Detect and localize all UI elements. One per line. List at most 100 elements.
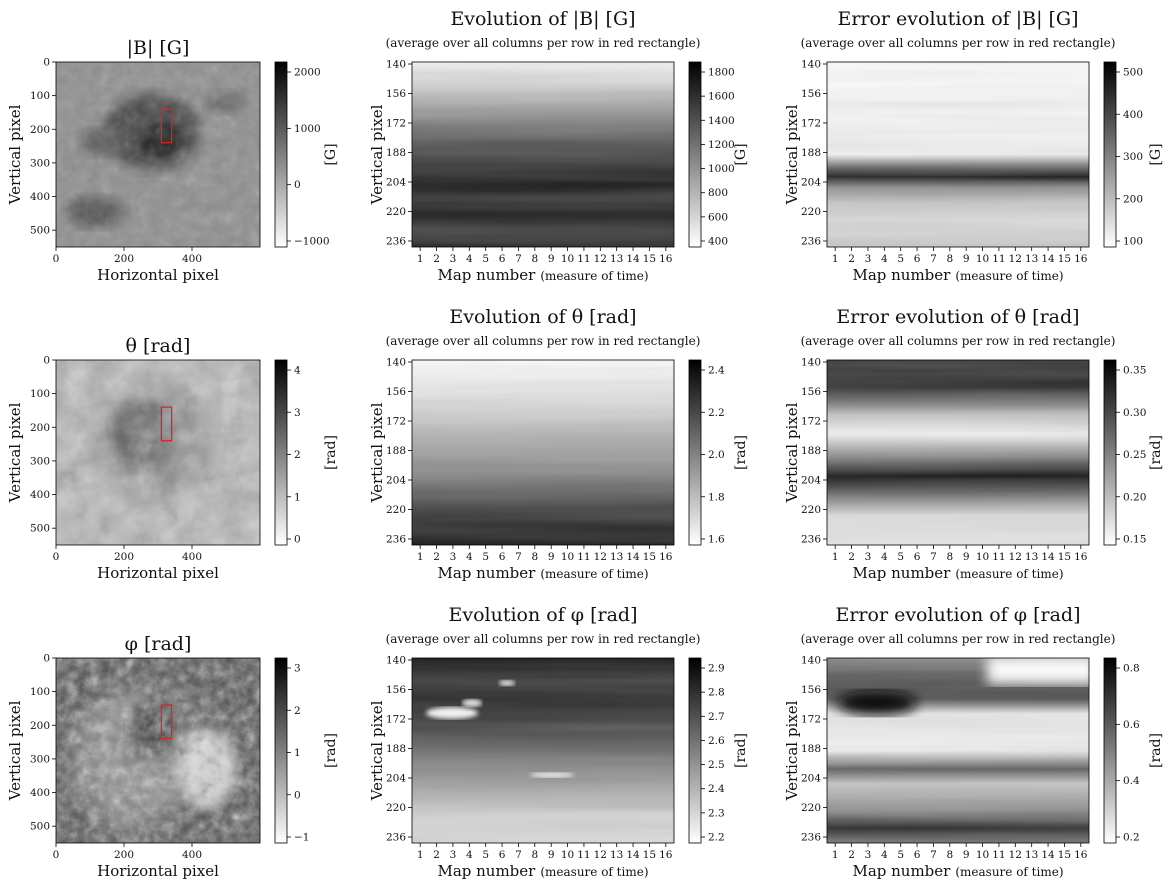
- x-tick-label: 9: [548, 849, 555, 861]
- y-tick-label: 140: [801, 59, 821, 71]
- x-axis-label-suffix: (measure of time): [540, 865, 648, 879]
- x-tick-label: 12: [1009, 253, 1022, 265]
- colorbar-tick-label: 200: [1123, 193, 1143, 205]
- colorbar-gradient: [688, 61, 702, 248]
- x-tick-label: 5: [482, 551, 489, 563]
- colorbar-gradient: [688, 359, 702, 546]
- colorbar: 3 2 1 0 −1 [rad]: [274, 657, 339, 844]
- x-tick-label: 0: [53, 253, 60, 265]
- x-tick-label: 12: [1009, 551, 1022, 563]
- x-axis-label-suffix: (measure of time): [955, 269, 1063, 283]
- y-tick-label: 156: [386, 386, 406, 398]
- x-tick-label: 2: [848, 253, 855, 265]
- colorbar-gradient: [274, 359, 288, 546]
- x-axis-label: Map number (measure of time): [437, 266, 648, 284]
- y-tick-label: 204: [386, 177, 406, 189]
- y-tick-label: 156: [386, 88, 406, 100]
- y-tick-label: 220: [386, 206, 406, 218]
- colorbar-tick-label: 1000: [294, 123, 321, 135]
- y-tick-label: 204: [801, 773, 821, 785]
- x-axis-label-main: Horizontal pixel: [97, 862, 219, 880]
- colorbar-tick-label: 0: [294, 789, 301, 801]
- y-tick-label: 0: [43, 57, 50, 69]
- y-tick-label: 172: [386, 416, 406, 428]
- y-tick-label: 188: [801, 445, 821, 457]
- x-tick-label: 12: [594, 551, 607, 563]
- x-axis-label-suffix: (measure of time): [540, 567, 648, 581]
- colorbar: 0.8 0.6 0.4 0.2 [rad]: [1103, 657, 1164, 844]
- y-tick-label: 300: [30, 753, 50, 765]
- x-axis-label-main: Map number: [852, 266, 951, 284]
- colorbar-tick-label: 2.7: [708, 711, 725, 723]
- x-tick-label: 13: [610, 253, 623, 265]
- x-tick-label: 2: [433, 253, 440, 265]
- x-tick-label: 16: [659, 551, 673, 563]
- x-tick-label: 15: [643, 849, 656, 861]
- y-tick-label: 100: [30, 388, 50, 400]
- plot-frame: [55, 657, 261, 844]
- colorbar: 2000 1000 0 −1000 [G]: [274, 61, 339, 248]
- x-axis-label: Map number (measure of time): [437, 564, 648, 582]
- colorbar-tick-label: 1800: [708, 67, 735, 79]
- evolution-panel-row-1: Evolution of |B| [G] (average over all co…: [368, 8, 749, 284]
- x-tick-label: 2: [433, 849, 440, 861]
- x-tick-label: 400: [182, 849, 202, 861]
- x-axis-label-main: Map number: [852, 564, 951, 582]
- colorbar-tick-label: 2.5: [708, 759, 725, 771]
- colorbar-gradient: [1103, 657, 1117, 844]
- colorbar-tick-label: 2.9: [708, 663, 725, 675]
- colorbar-label: [rad]: [323, 733, 339, 768]
- colorbar-tick-label: 0.8: [1123, 663, 1140, 675]
- panel-title: Error evolution of φ [rad]: [835, 604, 1080, 626]
- plot-frame: [826, 657, 1090, 844]
- x-tick-label: 4: [466, 551, 473, 563]
- panel-title: Evolution of φ [rad]: [448, 604, 637, 626]
- y-axis-label: Vertical pixel: [783, 700, 801, 801]
- plot-frame: [411, 657, 675, 844]
- colorbar-tick-label: 0.4: [1123, 775, 1140, 787]
- x-tick-label: 16: [1074, 253, 1088, 265]
- colorbar-tick-label: 400: [1123, 109, 1143, 121]
- y-axis-label: Vertical pixel: [368, 104, 386, 205]
- colorbar-tick-label: 0.25: [1123, 449, 1146, 461]
- x-tick-label: 3: [450, 849, 457, 861]
- y-tick-label: 0: [43, 355, 50, 367]
- x-tick-label: 200: [114, 253, 134, 265]
- y-tick-label: 400: [30, 191, 50, 203]
- x-tick-label: 400: [182, 551, 202, 563]
- x-tick-label: 7: [515, 551, 522, 563]
- x-tick-label: 16: [659, 849, 673, 861]
- x-tick-label: 5: [482, 253, 489, 265]
- y-tick-label: 500: [30, 523, 50, 535]
- colorbar-tick-label: 1200: [708, 139, 735, 151]
- colorbar-label: [rad]: [1148, 733, 1164, 768]
- y-axis-label: Vertical pixel: [783, 104, 801, 205]
- x-tick-label: 9: [963, 551, 970, 563]
- x-tick-label: 8: [946, 551, 953, 563]
- y-tick-label: 188: [801, 743, 821, 755]
- y-tick-label: 204: [801, 177, 821, 189]
- y-tick-label: 236: [801, 236, 821, 248]
- x-tick-label: 3: [450, 551, 457, 563]
- colorbar-label: [G]: [323, 143, 339, 165]
- x-tick-label: 13: [1025, 551, 1038, 563]
- y-axis-label: Vertical pixel: [368, 700, 386, 801]
- y-tick-label: 200: [30, 422, 50, 434]
- colorbar-tick-label: 400: [708, 236, 728, 248]
- panel-subtitle: (average over all columns per row in red…: [801, 334, 1116, 348]
- y-tick-label: 0: [43, 653, 50, 665]
- x-tick-label: 12: [1009, 849, 1022, 861]
- x-tick-label: 10: [976, 253, 989, 265]
- y-tick-label: 300: [30, 157, 50, 169]
- panel-title: Evolution of |B| [G]: [450, 8, 635, 30]
- y-axis-label: Vertical pixel: [783, 402, 801, 503]
- y-tick-label: 220: [386, 504, 406, 516]
- colorbar-tick-label: 1: [294, 491, 301, 503]
- y-tick-label: 204: [801, 475, 821, 487]
- x-tick-label: 8: [531, 253, 538, 265]
- y-tick-label: 172: [386, 714, 406, 726]
- x-tick-label: 200: [114, 551, 134, 563]
- x-tick-label: 1: [832, 849, 839, 861]
- x-tick-label: 11: [992, 253, 1005, 265]
